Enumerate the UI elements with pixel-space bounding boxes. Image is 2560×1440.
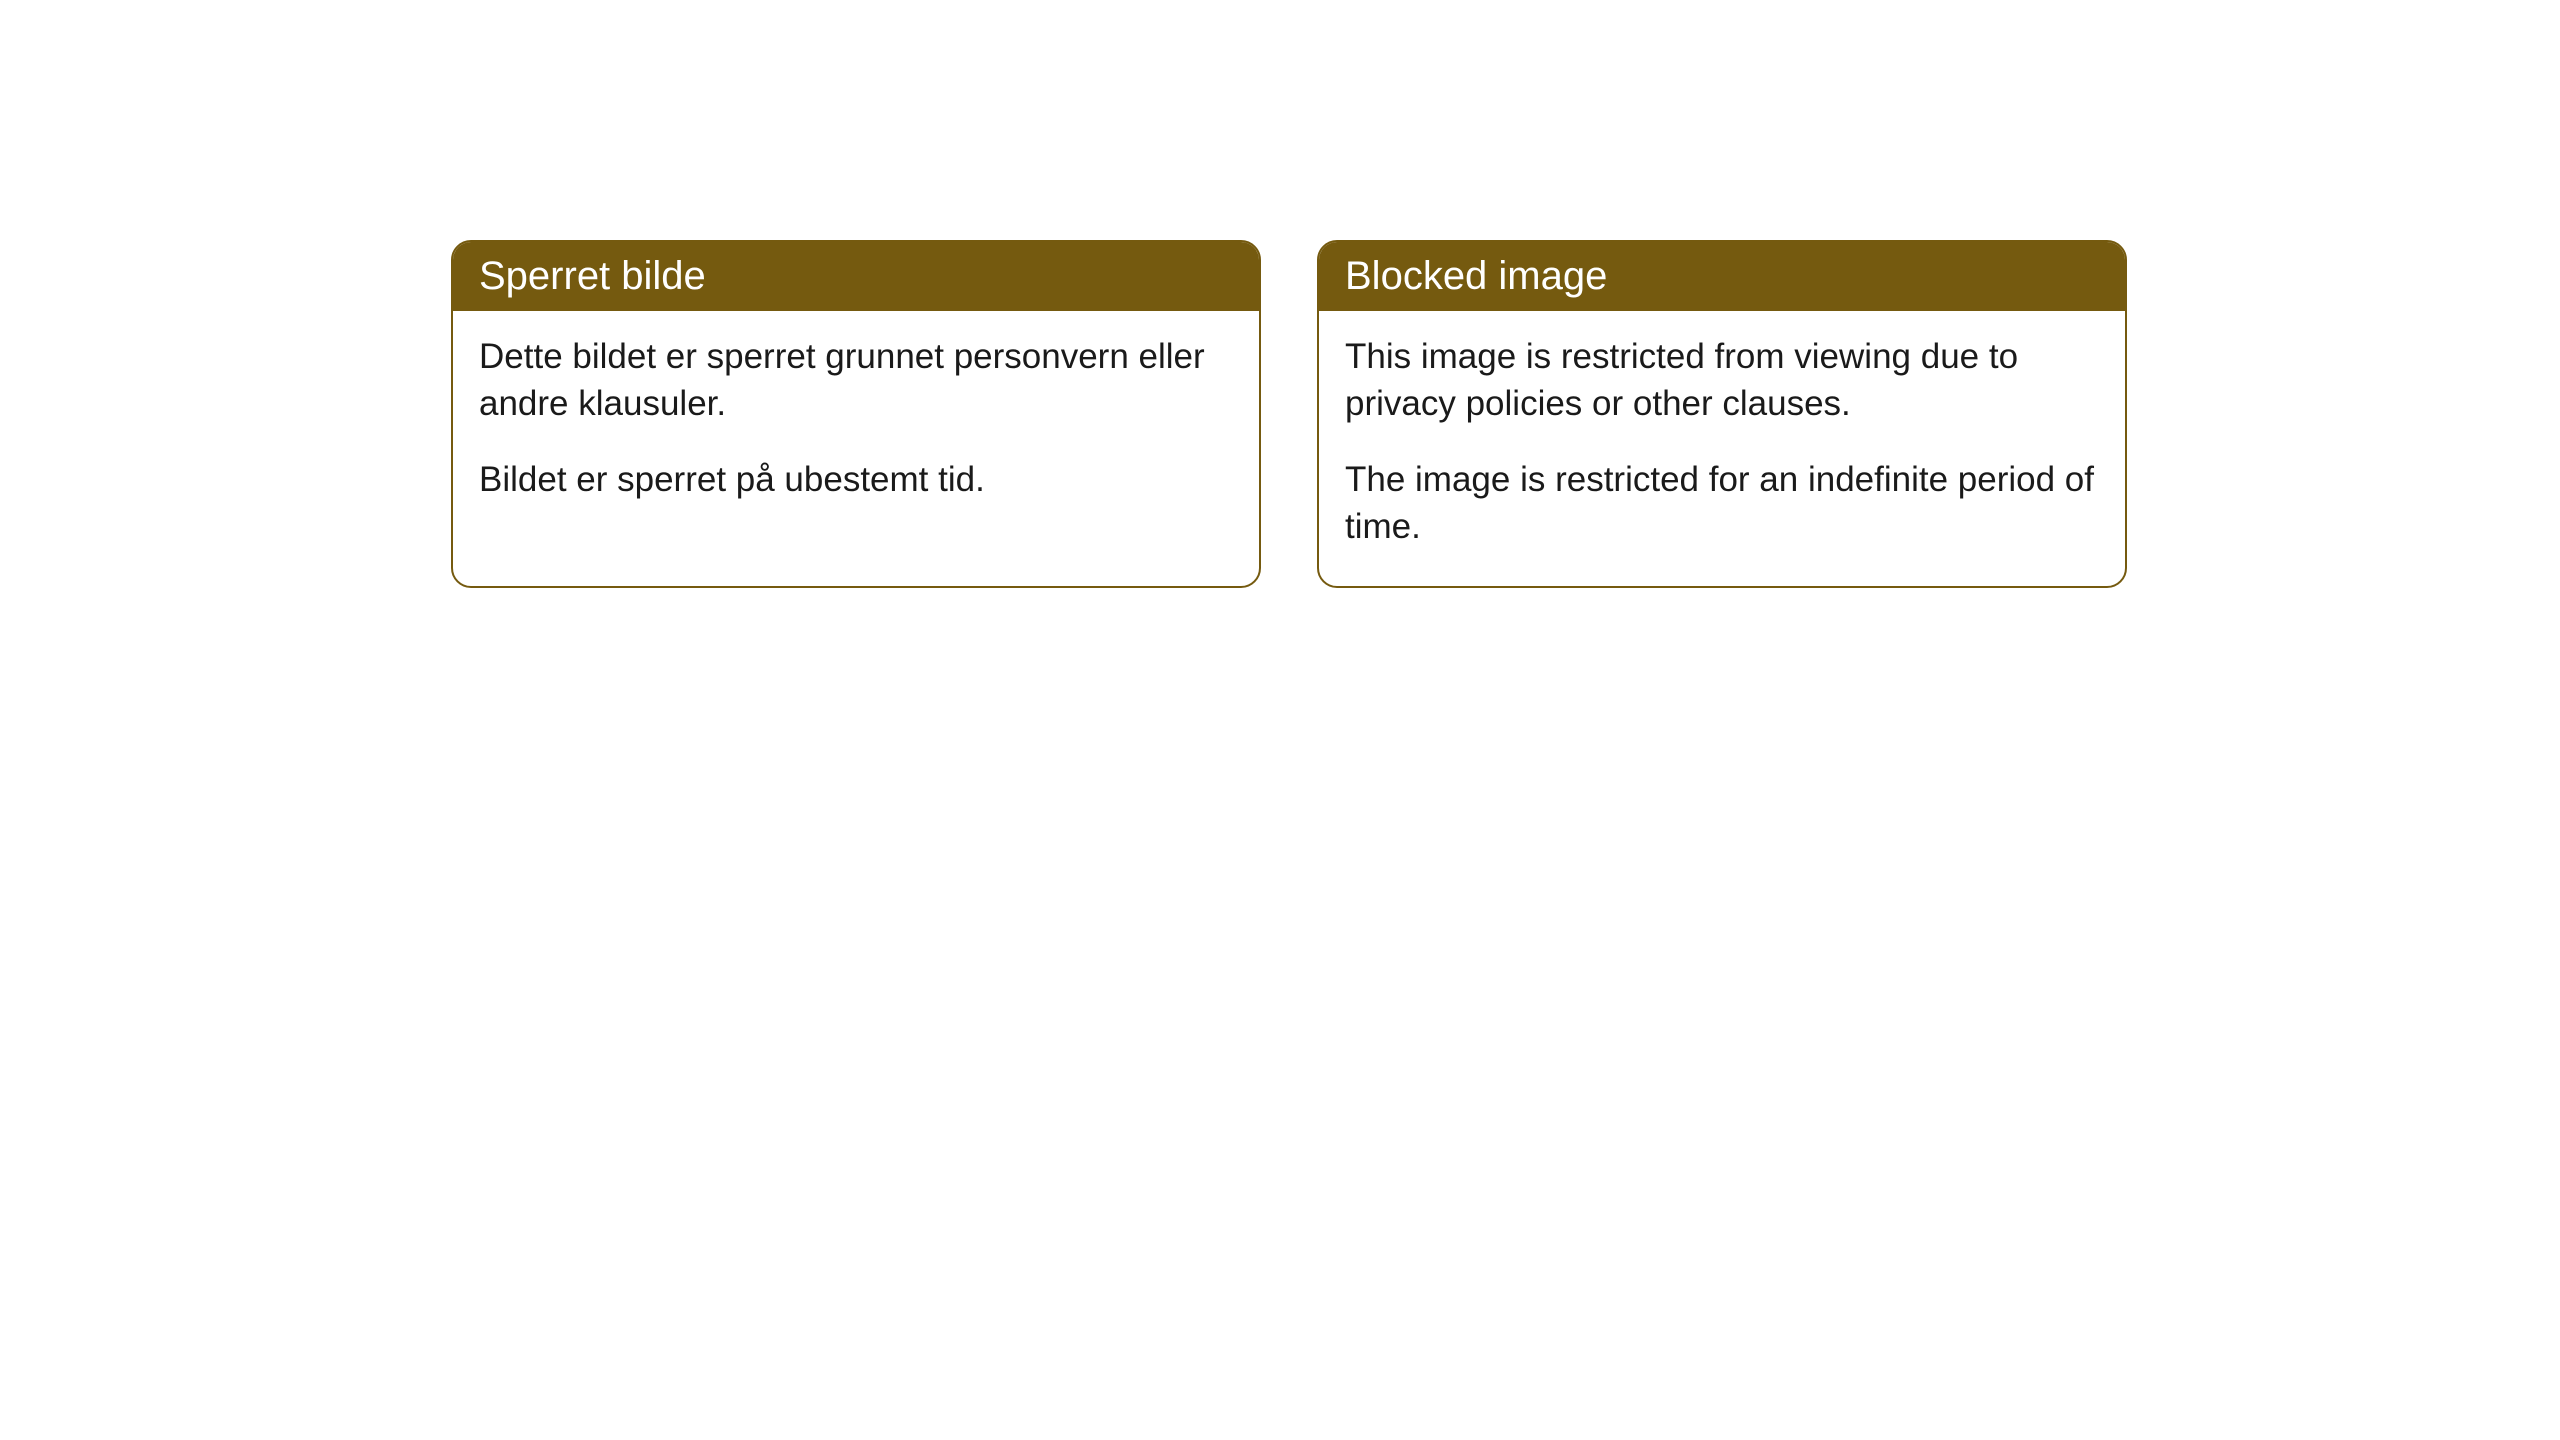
card-body: This image is restricted from viewing du…: [1319, 311, 2125, 586]
blocked-image-card-no: Sperret bilde Dette bildet er sperret gr…: [451, 240, 1261, 588]
notice-paragraph-2: Bildet er sperret på ubestemt tid.: [479, 456, 1233, 503]
blocked-image-card-en: Blocked image This image is restricted f…: [1317, 240, 2127, 588]
card-body: Dette bildet er sperret grunnet personve…: [453, 311, 1259, 539]
notice-paragraph-1: Dette bildet er sperret grunnet personve…: [479, 333, 1233, 428]
notice-container: Sperret bilde Dette bildet er sperret gr…: [0, 0, 2560, 588]
notice-paragraph-1: This image is restricted from viewing du…: [1345, 333, 2099, 428]
card-header: Sperret bilde: [453, 242, 1259, 311]
card-header: Blocked image: [1319, 242, 2125, 311]
notice-paragraph-2: The image is restricted for an indefinit…: [1345, 456, 2099, 551]
